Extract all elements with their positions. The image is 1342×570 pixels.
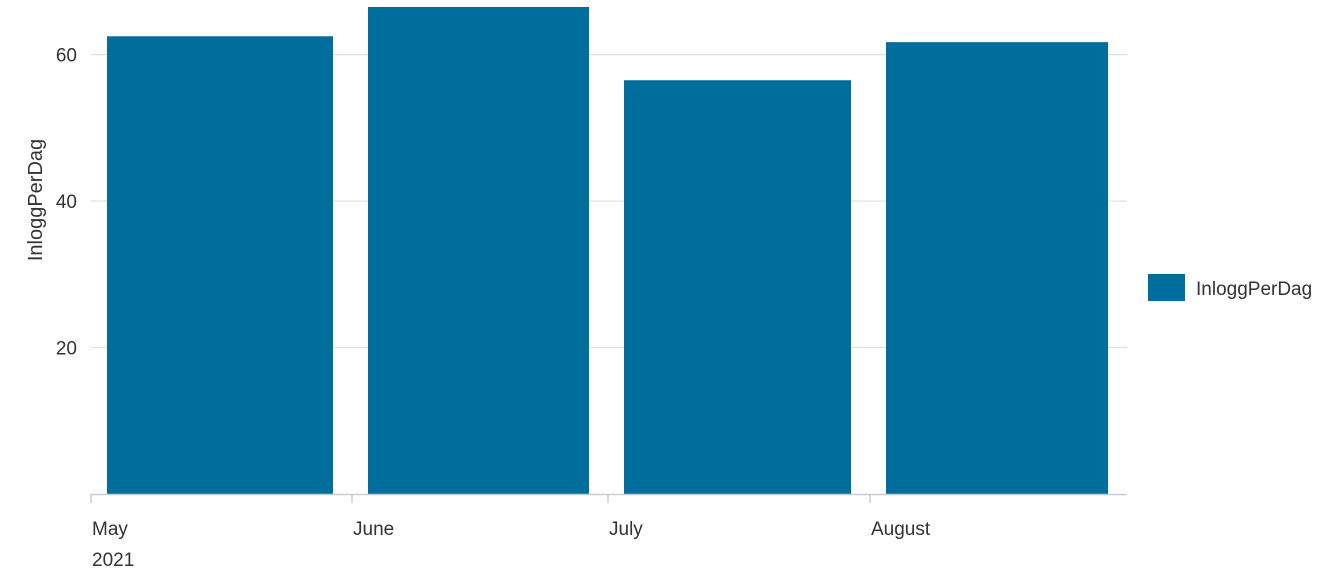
bars — [107, 7, 1108, 494]
legend-swatch — [1148, 274, 1185, 301]
bar[interactable] — [107, 36, 333, 494]
legend-label: InloggPerDag — [1196, 279, 1312, 300]
bar[interactable] — [368, 7, 589, 494]
x-year-label: 2021 — [92, 550, 134, 570]
legend: InloggPerDag — [1148, 274, 1312, 301]
y-tick-label: 60 — [56, 46, 77, 67]
x-tick-label: August — [871, 519, 931, 540]
y-axis-tick-labels: 20 40 60 — [56, 46, 77, 360]
x-tick-label: July — [609, 519, 643, 540]
x-axis-ticks: May June July August 2021 — [90, 494, 931, 570]
x-tick-label: May — [92, 519, 128, 540]
x-tick-label: June — [353, 519, 394, 540]
bar[interactable] — [624, 80, 851, 494]
y-axis-title: InloggPerDag — [25, 139, 47, 261]
y-tick-label: 20 — [56, 339, 77, 360]
bar[interactable] — [886, 42, 1108, 494]
y-tick-label: 40 — [56, 192, 77, 213]
